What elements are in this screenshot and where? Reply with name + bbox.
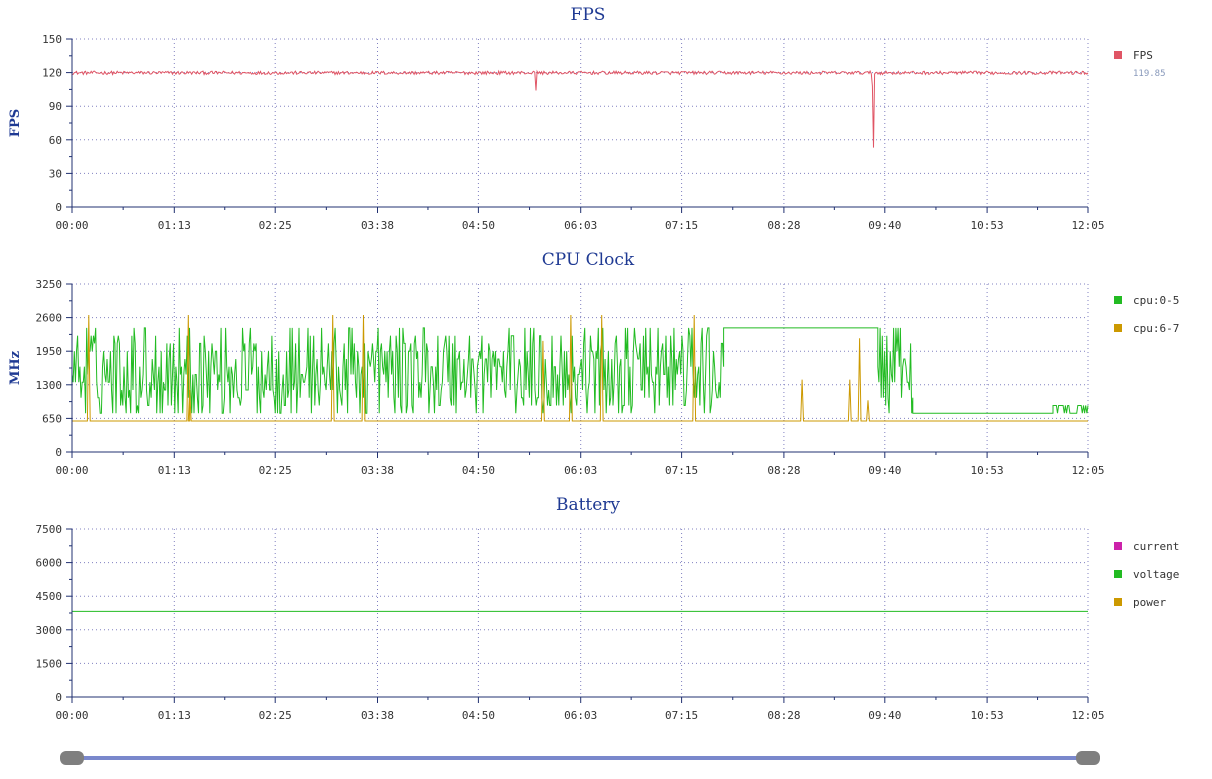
x-tick-label: 09:40 [868,709,901,722]
fps-y-axis-label: FPS [8,109,23,137]
x-tick-label: 09:40 [868,219,901,232]
legend-swatch[interactable] [1114,51,1122,59]
x-tick-label: 08:28 [767,709,800,722]
x-tick-label: 02:25 [259,219,292,232]
x-tick-label: 00:00 [55,219,88,232]
y-tick-label: 1950 [36,345,63,358]
y-tick-label: 3000 [36,624,63,637]
legend-label[interactable]: cpu:0-5 [1133,294,1179,307]
x-tick-label: 02:25 [259,464,292,477]
x-tick-label: 06:03 [564,464,597,477]
y-tick-label: 650 [42,412,62,425]
y-tick-label: 0 [55,201,62,214]
legend-label[interactable]: voltage [1133,568,1179,581]
range-slider-end-handle[interactable] [1076,751,1100,765]
y-tick-label: 60 [49,134,62,147]
x-tick-label: 12:05 [1071,709,1104,722]
x-tick-label: 07:15 [665,709,698,722]
x-tick-label: 07:15 [665,464,698,477]
x-tick-label: 12:05 [1071,464,1104,477]
y-tick-label: 1300 [36,379,63,392]
y-tick-label: 90 [49,100,62,113]
series-line-fps [72,69,1089,148]
cpu-clock-chart: CPU Clock MHz 0 650 1300 1950 2600 3250 00:00 0… [8,250,1179,477]
cpu-chart-title: CPU Clock [542,250,635,270]
x-tick-label: 12:05 [1071,219,1104,232]
x-tick-label: 08:28 [767,464,800,477]
x-tick-label: 02:25 [259,709,292,722]
legend-swatch[interactable] [1114,324,1122,332]
y-tick-label: 0 [55,691,62,704]
x-tick-label: 04:50 [462,709,495,722]
series-line-cpu-0-5 [71,327,1089,414]
x-tick-label: 07:15 [665,219,698,232]
x-tick-label: 03:38 [361,709,394,722]
legend-swatch[interactable] [1114,296,1122,304]
x-tick-label: 06:03 [564,219,597,232]
y-tick-label: 150 [42,33,62,46]
x-tick-label: 03:38 [361,219,394,232]
x-tick-label: 04:50 [462,219,495,232]
x-tick-label: 10:53 [971,219,1004,232]
series-line-cpu-6-7 [72,314,1088,422]
legend-label[interactable]: current [1133,540,1179,553]
y-tick-label: 0 [55,446,62,459]
x-tick-label: 00:00 [55,709,88,722]
x-tick-label: 01:13 [158,709,191,722]
x-tick-label: 03:38 [361,464,394,477]
legend-label[interactable]: cpu:6-7 [1133,322,1179,335]
legend-swatch[interactable] [1114,542,1122,550]
x-tick-label: 00:00 [55,464,88,477]
battery-chart: Battery 0 1500 3000 4500 6000 7500 00:00 01:13 0… [36,495,1180,722]
y-tick-label: 7500 [36,523,63,536]
range-slider-start-handle[interactable] [60,751,84,765]
y-tick-label: 1500 [36,657,63,670]
x-tick-label: 08:28 [767,219,800,232]
x-tick-label: 04:50 [462,464,495,477]
legend-current-value: 119.85 [1133,69,1166,79]
y-tick-label: 120 [42,67,62,80]
legend-swatch[interactable] [1114,570,1122,578]
legend-label[interactable]: FPS [1133,49,1153,62]
y-tick-label: 6000 [36,557,63,570]
x-tick-label: 10:53 [971,464,1004,477]
y-tick-label: 2600 [36,312,63,325]
cpu-y-axis-label: MHz [8,351,23,385]
legend-label[interactable]: power [1133,596,1166,609]
fps-chart: FPS FPS 0 30 60 90 120 150 00:00 01:13 02:25 03:3… [8,5,1166,232]
x-tick-label: 01:13 [158,219,191,232]
battery-chart-title: Battery [556,495,620,515]
x-tick-label: 06:03 [564,709,597,722]
x-tick-label: 01:13 [158,464,191,477]
x-tick-label: 09:40 [868,464,901,477]
x-tick-label: 10:53 [971,709,1004,722]
y-tick-label: 30 [49,167,62,180]
y-tick-label: 3250 [36,278,63,291]
y-tick-label: 4500 [36,590,63,603]
fps-chart-title: FPS [571,5,606,25]
legend-swatch[interactable] [1114,598,1122,606]
time-range-slider[interactable] [60,751,1100,765]
